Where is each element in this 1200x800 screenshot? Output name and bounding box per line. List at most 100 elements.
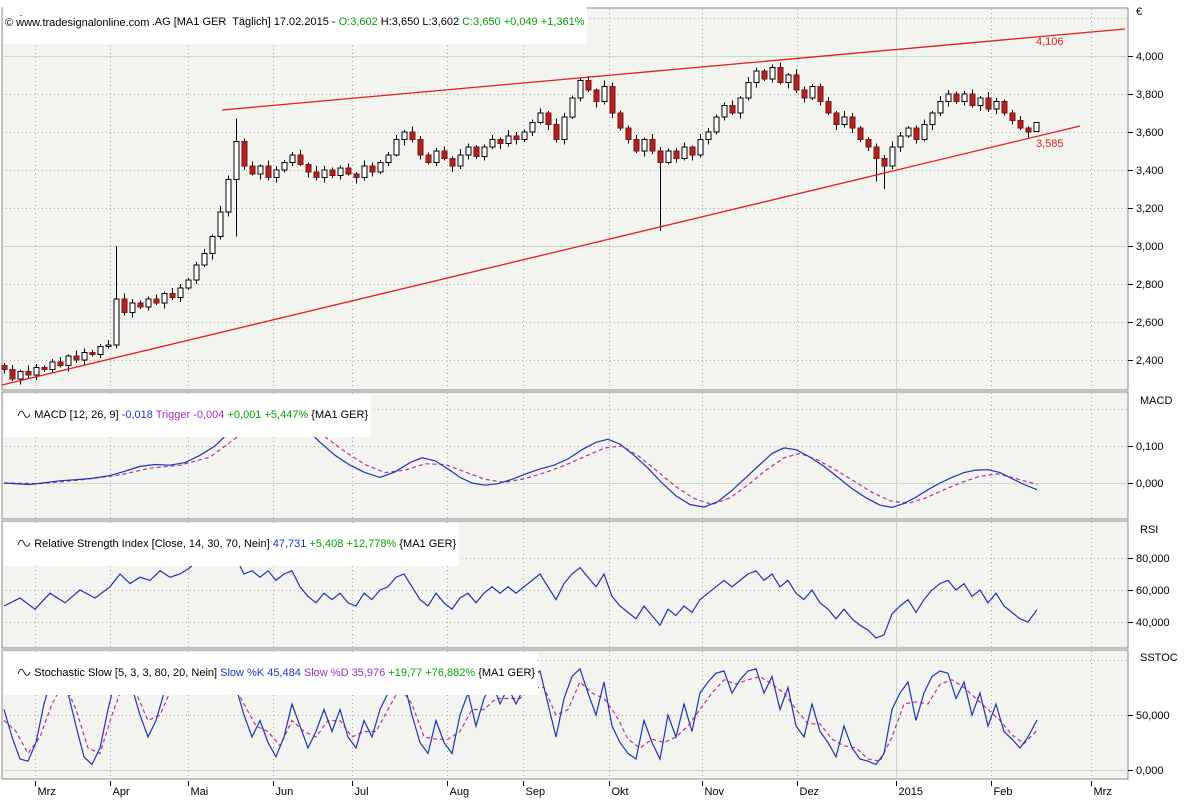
x-axis-month-label: Nov	[705, 786, 725, 798]
candle-body	[97, 346, 104, 355]
candle-body	[977, 97, 984, 106]
candle-body	[273, 169, 280, 179]
candle-body	[409, 131, 416, 141]
candle-body	[49, 361, 56, 370]
candle-body	[1, 365, 8, 371]
candle-body	[113, 298, 120, 346]
candle-body	[961, 93, 968, 103]
rsi-tick-label: 60,000	[1136, 585, 1170, 597]
rsi-value: 47,731	[272, 538, 307, 550]
candle-body	[177, 287, 184, 298]
trendline[interactable]	[1, 125, 1081, 386]
title-open: O:3,602	[338, 16, 378, 28]
sstoc-d: Slow %D 35,976	[300, 667, 386, 679]
candle-body	[265, 165, 272, 179]
macd-change: +0,001 +5,447%	[224, 409, 309, 421]
candle-body	[785, 74, 792, 84]
x-axis-month-label: Sep	[526, 786, 546, 798]
candle-body	[249, 165, 256, 175]
candle-body	[81, 351, 88, 361]
candle-body	[585, 80, 592, 91]
price-tick-label: 2,400	[1136, 355, 1164, 367]
candle-body	[337, 167, 344, 177]
title-close-change: C:3,650 +0,049 +1,361%	[462, 16, 585, 28]
candle-body	[145, 298, 152, 308]
candle-body	[361, 165, 368, 179]
candle-body	[25, 370, 32, 376]
price-tick-label: 2,800	[1136, 279, 1164, 291]
candle-body	[873, 146, 880, 160]
candle-body	[441, 150, 448, 160]
candle-body	[697, 139, 704, 156]
candle-body	[969, 93, 976, 106]
candle-body	[209, 236, 216, 255]
watermark: © www.tradesignalonline.com	[3, 16, 153, 30]
candle-body	[713, 116, 720, 133]
candle-body	[945, 93, 952, 103]
candle-body	[89, 351, 96, 355]
candle-body	[745, 82, 752, 99]
rsi-tick-label: 80,000	[1136, 553, 1170, 565]
candle-body	[705, 131, 712, 141]
candle-body	[449, 158, 456, 167]
candle-body	[433, 150, 440, 163]
candle-body	[593, 89, 600, 103]
candle-body	[505, 135, 512, 144]
candle-body	[41, 367, 48, 371]
candle-body	[425, 154, 432, 163]
candle-body	[761, 70, 768, 80]
macd-header: MACD [12, 26, 9] -0,018 Trigger -0,004 +…	[3, 394, 372, 437]
candle-body	[489, 139, 496, 148]
candle-body	[921, 123, 928, 141]
candle-body	[9, 369, 16, 380]
sstoc-tick-label: 50,000	[1136, 710, 1170, 722]
candle-body	[1009, 112, 1016, 122]
candle-body	[865, 139, 872, 148]
candle-body	[689, 146, 696, 156]
candle-body	[33, 367, 40, 376]
candle-body	[289, 154, 296, 163]
candle-body	[561, 116, 568, 141]
candle-body	[545, 112, 552, 125]
candle-body	[913, 127, 920, 141]
candle-body	[1001, 101, 1008, 114]
sstoc-panel-label: SSTOC	[1140, 652, 1178, 664]
candle-body	[857, 127, 864, 141]
title-high-low: H:3,650 L:3,602	[377, 16, 463, 28]
candle-body	[617, 112, 624, 129]
candle-body	[1025, 127, 1032, 133]
candle-body	[193, 264, 200, 281]
candle-body	[329, 169, 336, 177]
candle-body	[833, 112, 840, 125]
macd-value: -0,018	[121, 409, 153, 421]
candle-body	[625, 127, 632, 141]
candle-body	[641, 139, 648, 152]
candle-body	[473, 146, 480, 158]
rsi-panel-label: RSI	[1140, 524, 1159, 536]
macd-name: MACD [12, 26, 9]	[34, 409, 122, 421]
sstoc-change: +19,77 +76,882%	[385, 667, 476, 679]
candlestick-series	[1, 62, 1040, 385]
price-tick-label: 4,000	[1136, 51, 1164, 63]
candle-body	[65, 355, 72, 367]
candle-body	[721, 104, 728, 118]
candle-body	[897, 135, 904, 148]
trendline-value-label: 4,106	[1036, 36, 1064, 48]
wave-icon	[17, 538, 31, 552]
rsi-scope: {MA1 GER}	[396, 538, 457, 550]
price-tick-label: 3,000	[1136, 241, 1164, 253]
candle-body	[769, 66, 776, 80]
price-tick-label: 2,600	[1136, 317, 1164, 329]
candle-body	[297, 154, 304, 165]
candle-body	[257, 165, 264, 175]
trendline[interactable]	[221, 28, 1126, 111]
x-axis-month-label: Mrz	[38, 786, 56, 798]
candle-body	[281, 161, 288, 171]
candle-body	[377, 161, 384, 173]
sstoc-name: Stochastic Slow [5, 3, 3, 80, 20, Nein]	[34, 667, 221, 679]
price-tick-label: 3,800	[1136, 89, 1164, 101]
sstoc-header: Stochastic Slow [5, 3, 3, 80, 20, Nein] …	[3, 652, 539, 695]
candle-body	[553, 123, 560, 141]
